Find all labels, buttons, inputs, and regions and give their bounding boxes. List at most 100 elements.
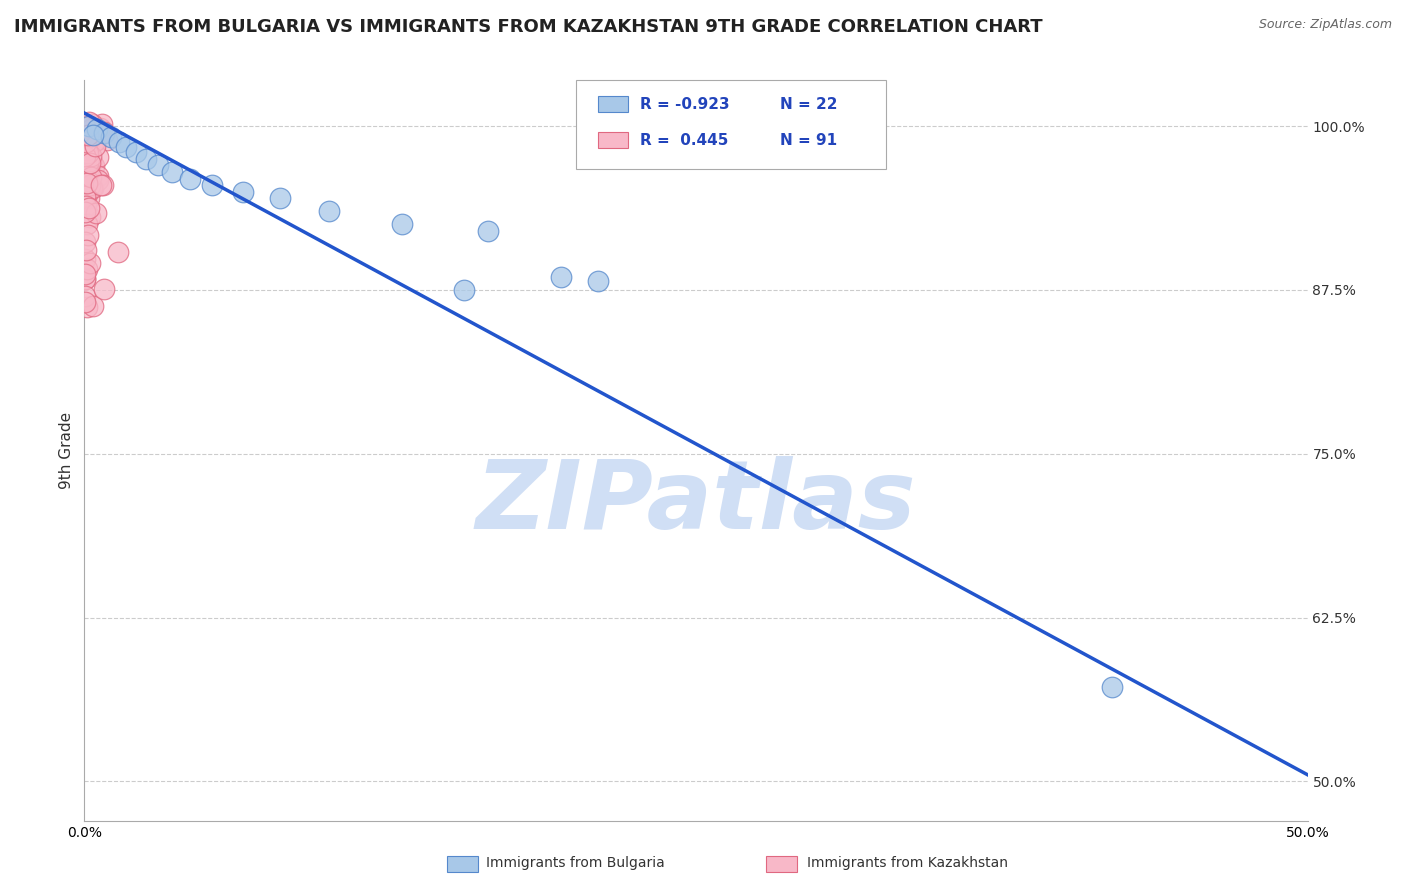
Point — [82, 127, 104, 141]
Text: IMMIGRANTS FROM BULGARIA VS IMMIGRANTS FROM KAZAKHSTAN 9TH GRADE CORRELATION CHA: IMMIGRANTS FROM BULGARIA VS IMMIGRANTS F… — [14, 18, 1043, 36]
Point — [80, 169, 103, 184]
Point — [77, 168, 100, 182]
Point — [76, 217, 98, 231]
Point — [269, 191, 291, 205]
Point — [83, 159, 105, 173]
Point — [77, 119, 100, 133]
Point — [80, 178, 103, 193]
Point — [115, 140, 138, 154]
Point — [1101, 680, 1123, 694]
Point — [84, 139, 107, 153]
Point — [77, 122, 100, 136]
Point — [75, 188, 97, 202]
Point — [391, 218, 413, 232]
Point — [75, 128, 97, 143]
Point — [477, 224, 499, 238]
Point — [77, 153, 100, 167]
Point — [76, 181, 98, 195]
Point — [80, 128, 103, 143]
Point — [107, 244, 129, 259]
Point — [75, 243, 97, 257]
Point — [75, 153, 97, 168]
Point — [75, 166, 97, 180]
Point — [76, 144, 98, 158]
Point — [76, 176, 98, 190]
Point — [73, 120, 96, 134]
Point — [91, 178, 114, 192]
Point — [77, 129, 100, 144]
Point — [87, 173, 110, 187]
Point — [73, 130, 96, 145]
Point — [77, 128, 100, 143]
Text: ZIPatlas: ZIPatlas — [475, 456, 917, 549]
Point — [107, 135, 129, 149]
Point — [79, 128, 101, 143]
Y-axis label: 9th Grade: 9th Grade — [59, 412, 75, 489]
Point — [79, 178, 101, 192]
Point — [77, 114, 100, 128]
Point — [82, 135, 104, 149]
Point — [82, 128, 104, 143]
Text: Immigrants from Kazakhstan: Immigrants from Kazakhstan — [807, 856, 1008, 871]
Point — [76, 186, 98, 201]
Point — [76, 146, 98, 161]
Point — [86, 121, 108, 136]
Point — [79, 201, 101, 215]
Point — [82, 181, 104, 195]
Point — [76, 156, 98, 170]
Point — [586, 274, 609, 288]
Point — [93, 125, 115, 139]
Point — [80, 117, 103, 131]
Point — [73, 289, 96, 303]
Text: Immigrants from Bulgaria: Immigrants from Bulgaria — [486, 856, 665, 871]
Point — [82, 181, 104, 195]
Point — [550, 269, 572, 284]
Point — [73, 125, 96, 139]
Point — [453, 283, 475, 297]
Text: N = 22: N = 22 — [780, 97, 838, 112]
Point — [93, 126, 115, 140]
Point — [318, 204, 340, 219]
Point — [80, 154, 103, 169]
Point — [200, 178, 222, 193]
Point — [75, 158, 97, 172]
Point — [79, 256, 101, 270]
Point — [162, 165, 184, 179]
Text: R = -0.923: R = -0.923 — [640, 97, 730, 112]
Point — [75, 139, 97, 153]
Point — [125, 145, 148, 160]
Point — [232, 185, 254, 199]
Point — [73, 235, 96, 249]
Point — [76, 173, 98, 187]
Point — [77, 139, 100, 153]
Point — [77, 126, 100, 140]
Text: R =  0.445: R = 0.445 — [640, 133, 728, 147]
Point — [75, 271, 97, 285]
Point — [96, 133, 118, 147]
Point — [77, 163, 100, 178]
Point — [73, 205, 96, 219]
Point — [77, 180, 100, 194]
Point — [75, 155, 97, 169]
Text: N = 91: N = 91 — [780, 133, 838, 147]
Point — [79, 148, 101, 162]
Point — [73, 188, 96, 202]
Point — [77, 227, 100, 242]
Point — [77, 130, 100, 145]
Point — [73, 272, 96, 286]
Point — [79, 156, 101, 170]
Point — [84, 206, 107, 220]
Point — [73, 138, 96, 153]
Point — [93, 282, 115, 296]
Point — [76, 300, 98, 314]
Point — [79, 210, 101, 224]
Point — [79, 191, 101, 205]
Point — [73, 164, 96, 178]
Point — [135, 152, 157, 166]
Point — [76, 262, 98, 277]
Point — [76, 167, 98, 181]
Point — [75, 135, 97, 149]
Point — [80, 179, 103, 194]
Point — [80, 122, 103, 136]
Point — [76, 144, 98, 158]
